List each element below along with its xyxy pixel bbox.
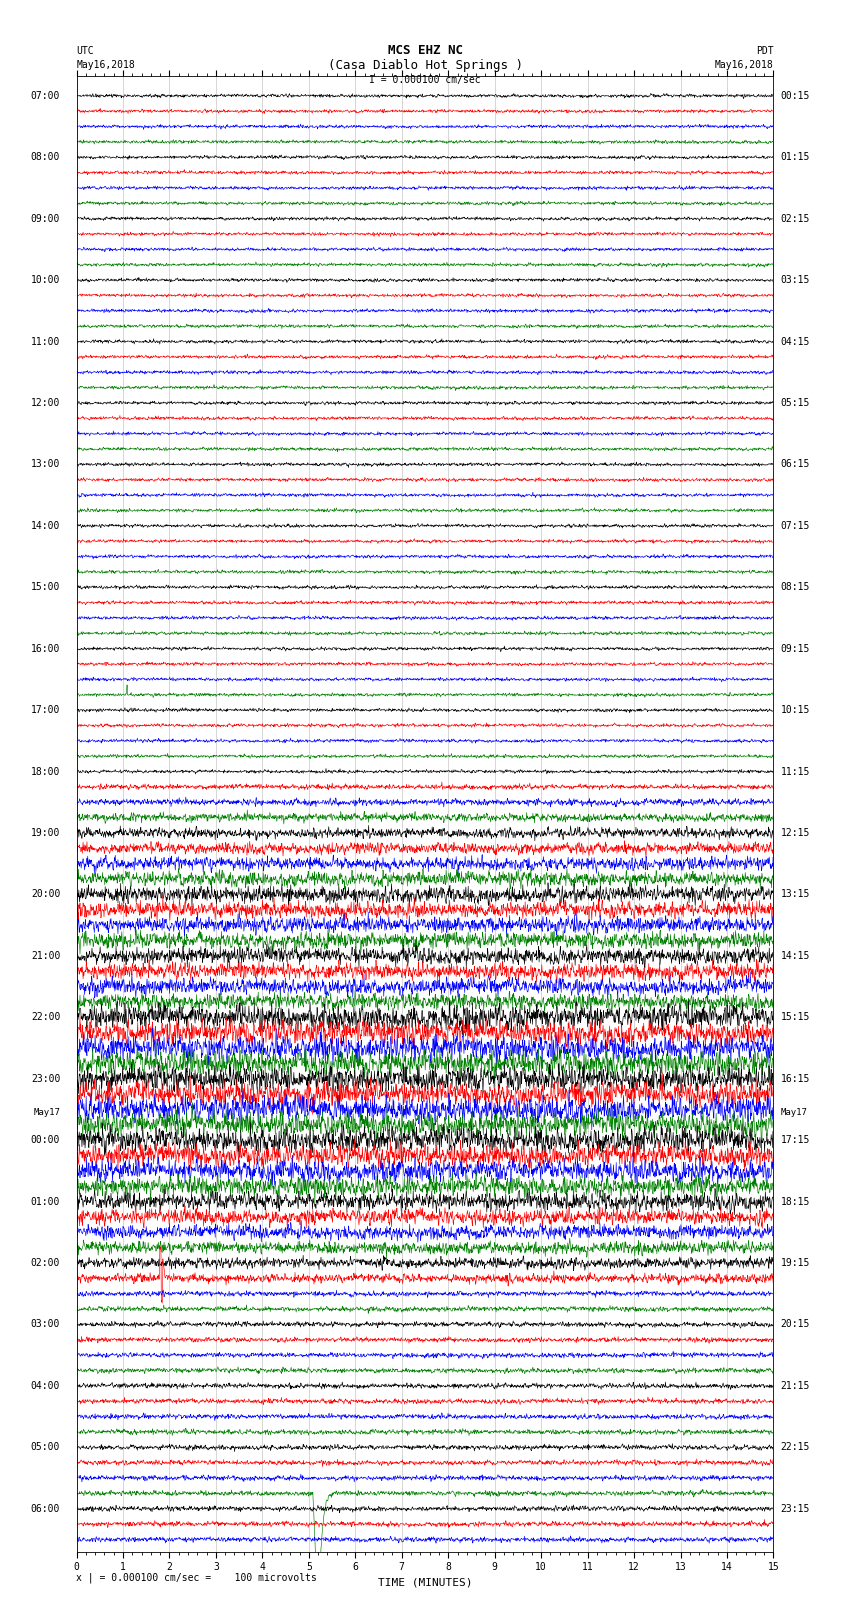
Text: 20:00: 20:00 — [31, 889, 60, 900]
Text: PDT: PDT — [756, 45, 774, 56]
Text: 21:15: 21:15 — [780, 1381, 810, 1390]
Text: 11:15: 11:15 — [780, 766, 810, 776]
Text: 05:00: 05:00 — [31, 1442, 60, 1452]
Text: 13:00: 13:00 — [31, 460, 60, 469]
Text: 22:00: 22:00 — [31, 1013, 60, 1023]
X-axis label: TIME (MINUTES): TIME (MINUTES) — [377, 1578, 473, 1587]
Text: 09:00: 09:00 — [31, 213, 60, 224]
Text: 10:15: 10:15 — [780, 705, 810, 715]
Text: 10:00: 10:00 — [31, 276, 60, 286]
Text: (Casa Diablo Hot Springs ): (Casa Diablo Hot Springs ) — [327, 58, 523, 73]
Text: 12:15: 12:15 — [780, 827, 810, 839]
Text: 19:00: 19:00 — [31, 827, 60, 839]
Text: 16:00: 16:00 — [31, 644, 60, 653]
Text: MCS EHZ NC: MCS EHZ NC — [388, 44, 462, 58]
Text: 04:00: 04:00 — [31, 1381, 60, 1390]
Text: 03:00: 03:00 — [31, 1319, 60, 1329]
Text: 06:00: 06:00 — [31, 1503, 60, 1513]
Text: 18:15: 18:15 — [780, 1197, 810, 1207]
Text: 22:15: 22:15 — [780, 1442, 810, 1452]
Text: 04:15: 04:15 — [780, 337, 810, 347]
Text: 14:00: 14:00 — [31, 521, 60, 531]
Text: May17: May17 — [780, 1108, 808, 1116]
Text: May17: May17 — [33, 1108, 60, 1116]
Text: 17:15: 17:15 — [780, 1136, 810, 1145]
Text: 06:15: 06:15 — [780, 460, 810, 469]
Text: 08:00: 08:00 — [31, 152, 60, 163]
Text: 23:15: 23:15 — [780, 1503, 810, 1513]
Text: 02:00: 02:00 — [31, 1258, 60, 1268]
Text: 09:15: 09:15 — [780, 644, 810, 653]
Text: 20:15: 20:15 — [780, 1319, 810, 1329]
Text: 02:15: 02:15 — [780, 213, 810, 224]
Text: 07:15: 07:15 — [780, 521, 810, 531]
Text: 12:00: 12:00 — [31, 398, 60, 408]
Text: I = 0.000100 cm/sec: I = 0.000100 cm/sec — [369, 74, 481, 85]
Text: 15:15: 15:15 — [780, 1013, 810, 1023]
Text: 01:00: 01:00 — [31, 1197, 60, 1207]
Text: 07:00: 07:00 — [31, 90, 60, 100]
Text: 08:15: 08:15 — [780, 582, 810, 592]
Text: 13:15: 13:15 — [780, 889, 810, 900]
Text: 18:00: 18:00 — [31, 766, 60, 776]
Text: 14:15: 14:15 — [780, 950, 810, 961]
Text: May16,2018: May16,2018 — [76, 60, 135, 71]
Text: 15:00: 15:00 — [31, 582, 60, 592]
Text: 01:15: 01:15 — [780, 152, 810, 163]
Text: May16,2018: May16,2018 — [715, 60, 774, 71]
Text: 16:15: 16:15 — [780, 1074, 810, 1084]
Text: 00:15: 00:15 — [780, 90, 810, 100]
Text: UTC: UTC — [76, 45, 94, 56]
Text: x | = 0.000100 cm/sec =    100 microvolts: x | = 0.000100 cm/sec = 100 microvolts — [76, 1573, 317, 1582]
Text: 21:00: 21:00 — [31, 950, 60, 961]
Text: 05:15: 05:15 — [780, 398, 810, 408]
Text: 17:00: 17:00 — [31, 705, 60, 715]
Text: 19:15: 19:15 — [780, 1258, 810, 1268]
Text: 23:00: 23:00 — [31, 1074, 60, 1084]
Text: 11:00: 11:00 — [31, 337, 60, 347]
Text: 03:15: 03:15 — [780, 276, 810, 286]
Text: 00:00: 00:00 — [31, 1136, 60, 1145]
